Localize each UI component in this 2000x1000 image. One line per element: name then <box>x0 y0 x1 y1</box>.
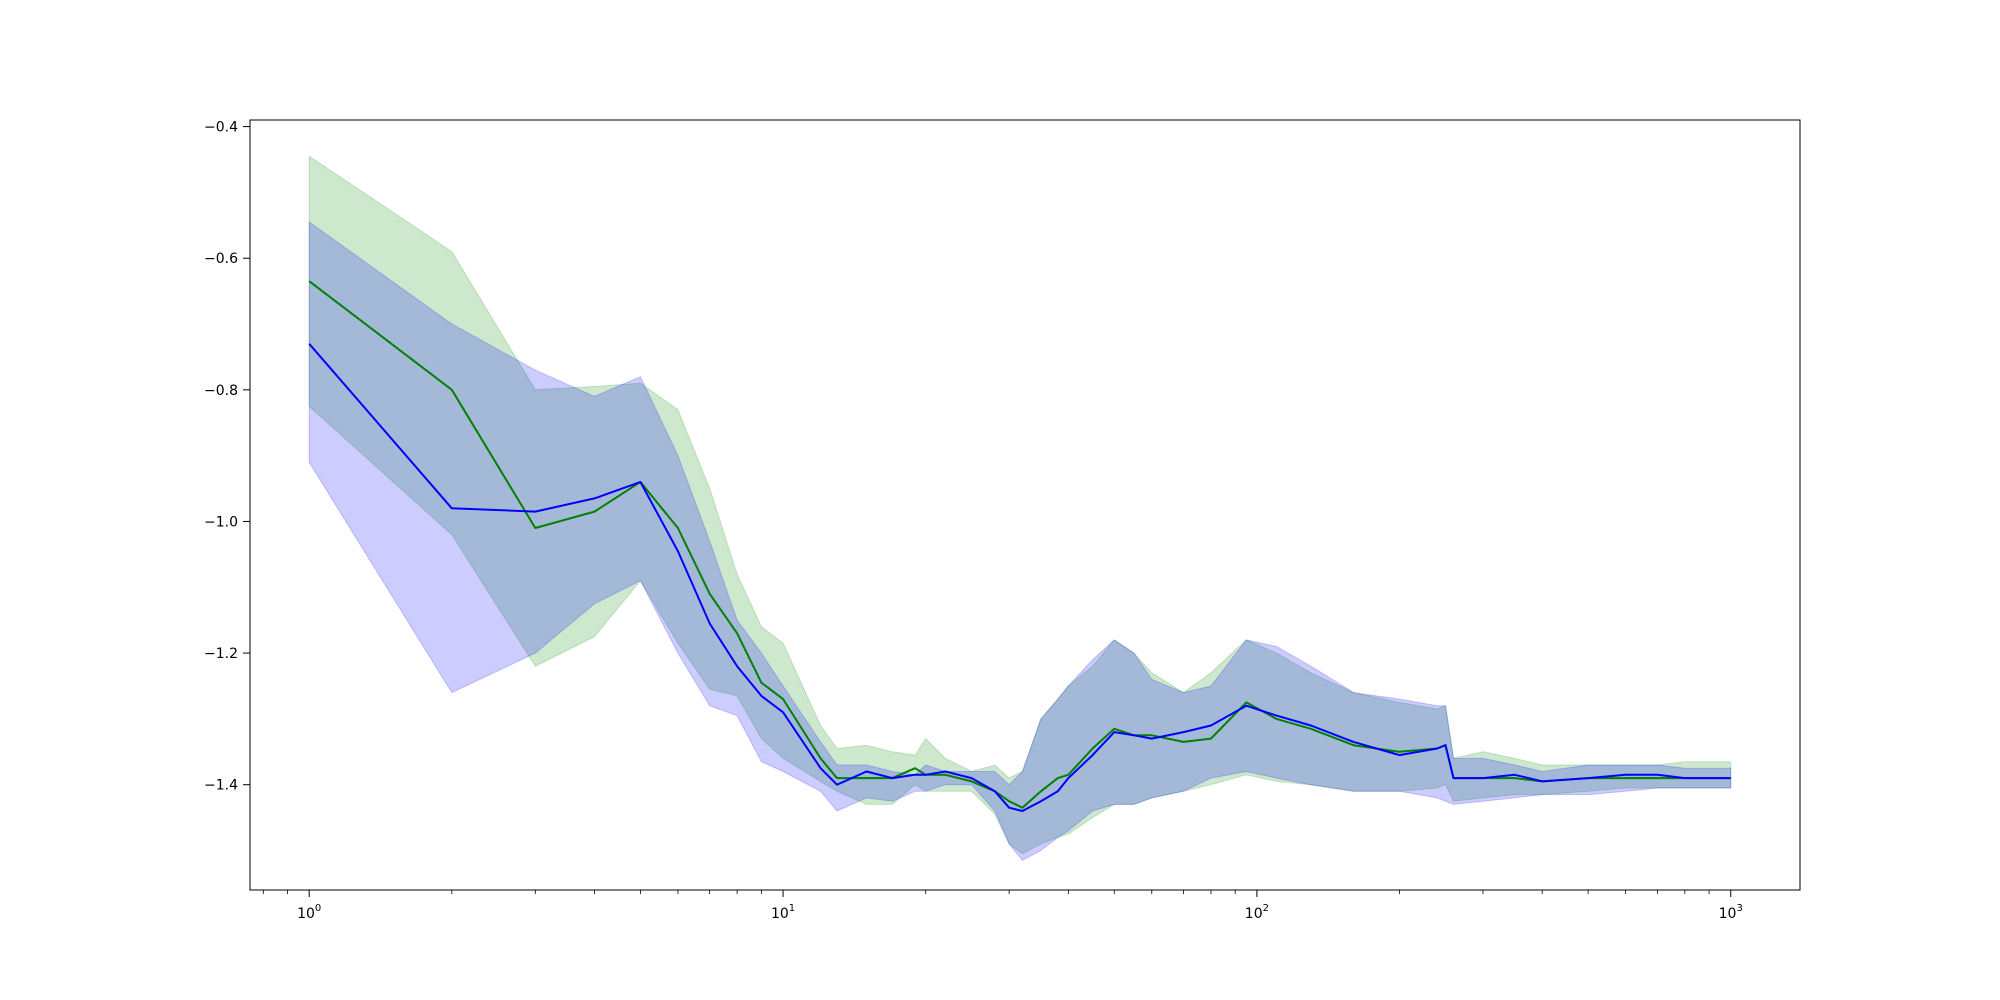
plot-area <box>308 155 1732 862</box>
y-tick-label: −0.4 <box>204 120 238 136</box>
series-1-band <box>308 155 1732 855</box>
series-2-line <box>308 343 1731 812</box>
y-tick-label: −1.2 <box>204 646 238 662</box>
plot-frame <box>249 119 1801 891</box>
series-lines <box>308 280 1731 812</box>
x-tick-label: 101 <box>771 903 795 922</box>
y-tick-label: −1.4 <box>204 778 238 794</box>
y-tick-label: −0.8 <box>204 383 238 399</box>
y-tick-label: −1.0 <box>204 514 238 530</box>
series-2-band <box>308 221 1732 862</box>
confidence-bands <box>308 155 1732 862</box>
x-tick-label: 103 <box>1719 903 1743 922</box>
x-tick-label: 100 <box>297 903 321 922</box>
x-tick-label: 102 <box>1245 903 1269 922</box>
y-axis: −0.4 −0.6 −0.8 −1.0 −1.2 −1.4 <box>204 120 250 794</box>
y-tick-label: −0.6 <box>204 251 238 267</box>
x-axis: 100 101 102 103 <box>262 890 1743 922</box>
